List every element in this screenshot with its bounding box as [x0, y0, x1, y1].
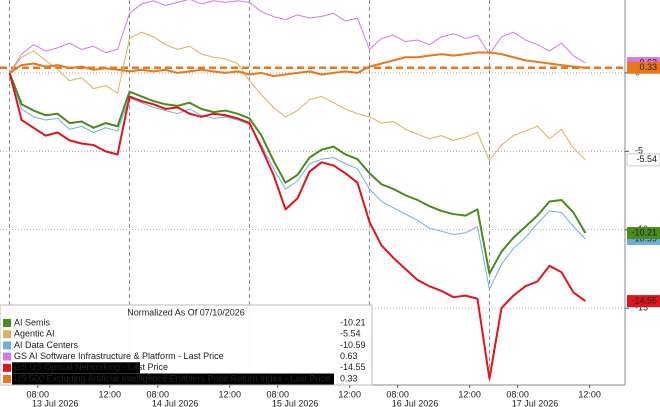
- date-label: 14 Jul 2026: [152, 398, 199, 407]
- legend-name: US 500 Excluding Artificial Intelligence…: [14, 373, 330, 383]
- date-label: 16 Jul 2026: [392, 398, 439, 407]
- date-label: 13 Jul 2026: [32, 398, 79, 407]
- legend-swatch: [3, 352, 11, 361]
- y-tick-label: -15: [635, 303, 648, 313]
- legend-swatch: [3, 319, 11, 327]
- legend-value: -10.59: [340, 340, 366, 350]
- legend-highlight: [12, 362, 140, 374]
- last-value-label: 0.33: [639, 62, 657, 72]
- series-line: [9, 31, 586, 162]
- legend: Normalized As Of 07/10/2026 AI Semis -10.2…: [0, 304, 373, 386]
- legend-swatch: [3, 330, 11, 339]
- legend-value: 0.63: [340, 351, 358, 361]
- y-tick-label: -5: [635, 146, 643, 156]
- legend-value: -14.55: [340, 362, 366, 372]
- legend-name: AI Data Centers: [14, 340, 79, 350]
- legend-name: GS US Optical Networking - Last Price: [14, 362, 168, 372]
- x-tick-label: 12:00: [98, 389, 121, 399]
- x-tick-label: 08:00: [146, 389, 169, 399]
- legend-swatch: [3, 375, 11, 383]
- legend-value: -5.54: [340, 329, 361, 339]
- x-tick-label: 12:00: [218, 389, 241, 399]
- x-tick-label: 12:00: [458, 389, 481, 399]
- legend-swatch: [3, 341, 11, 350]
- last-value-label: -5.54: [636, 154, 657, 164]
- last-value-label: -14.55: [631, 295, 657, 305]
- x-tick-label: 12:00: [338, 389, 361, 399]
- date-label: 15 Jul 2026: [272, 398, 319, 407]
- x-tick-label: 08:00: [27, 389, 50, 399]
- series-line: [9, 72, 586, 290]
- last-value-box: [627, 295, 660, 308]
- legend-title: Normalized As Of 07/10/2026: [127, 307, 245, 317]
- series-line: [8, 72, 587, 275]
- series-line: [8, 72, 586, 380]
- legend-value: -10.21: [340, 317, 366, 327]
- x-tick-label: 08:00: [506, 389, 529, 399]
- legend-name: GS AI Software Infrastructure & Platform…: [14, 351, 224, 361]
- legend-name: Agentic AI: [14, 329, 55, 339]
- legend-highlight: [12, 373, 334, 385]
- last-value-box: [627, 227, 660, 240]
- date-label: 17 Jul 2026: [512, 398, 559, 407]
- last-value-box: [627, 61, 660, 74]
- series-line: [9, 0, 586, 74]
- legend-name: AI Semis: [14, 317, 51, 327]
- last-value-box: [626, 153, 660, 167]
- x-tick-label: 12:00: [578, 389, 601, 399]
- x-tick-label: 08:00: [266, 389, 289, 399]
- x-tick-label: 08:00: [386, 389, 409, 399]
- last-value-label: -10.21: [631, 227, 657, 237]
- series-line: [9, 51, 586, 78]
- legend-swatch: [3, 363, 11, 372]
- legend-value: 0.33: [340, 373, 358, 383]
